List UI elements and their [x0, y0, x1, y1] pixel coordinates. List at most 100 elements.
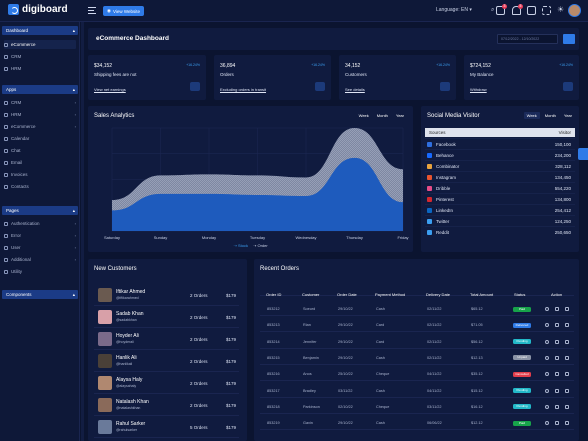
- language-select[interactable]: Language: EN ▾: [436, 7, 472, 13]
- logo[interactable]: digiboard: [8, 4, 68, 15]
- sidebar-section-dashboard[interactable]: Dashboard ▴: [2, 26, 78, 35]
- delete-icon[interactable]: [565, 372, 569, 377]
- customer-row[interactable]: Hoyder Ali @hoyderali 2 Orders $179: [94, 329, 239, 350]
- delete-icon[interactable]: [565, 307, 569, 311]
- view-icon[interactable]: [545, 421, 549, 426]
- customer-row[interactable]: Iftikar Ahmed @iftikarahmed 2 Orders $179: [94, 285, 239, 306]
- sidebar-item-contacts[interactable]: Contacts: [4, 182, 76, 191]
- customer-row[interactable]: Hanlik Ali @hanlikali 2 Orders $179: [94, 351, 239, 372]
- order-cell-pay: Cash: [376, 388, 385, 393]
- view-icon[interactable]: [545, 388, 549, 393]
- order-cell-id: 853219: [267, 421, 280, 426]
- avatar: [98, 310, 112, 324]
- theme-sun-icon[interactable]: ☀: [557, 5, 565, 14]
- customer-row[interactable]: Alaysa Haly @alaysahaly 2 Orders $179: [94, 373, 239, 394]
- sidebar-item-hrm[interactable]: HRM: [4, 64, 76, 73]
- fullscreen-icon[interactable]: [542, 6, 551, 15]
- kpi-link[interactable]: View net earnings: [94, 87, 126, 92]
- menu-toggle-icon[interactable]: [88, 7, 96, 14]
- invoice-icon: [4, 172, 8, 177]
- social-platform-icon: [427, 141, 432, 147]
- tab-year[interactable]: Year: [395, 113, 404, 118]
- view-icon[interactable]: [545, 323, 549, 328]
- kpi-link[interactable]: Excluding orders in transit: [220, 87, 267, 92]
- order-cell-pay: Cash: [376, 307, 385, 311]
- view-website-button[interactable]: ◉ View Website: [103, 6, 145, 16]
- sidebar-section-apps[interactable]: Apps ▴: [2, 85, 78, 94]
- customer-row[interactable]: Rahul Sarker @rahulsarker 5 Orders $179: [94, 417, 239, 438]
- view-icon[interactable]: [545, 404, 549, 409]
- customer-row[interactable]: Sadab Khan @sadabkhan 2 Orders $179: [94, 307, 239, 328]
- tab-week[interactable]: Week: [358, 113, 369, 118]
- tab-year[interactable]: Year: [563, 113, 572, 118]
- delete-icon[interactable]: [565, 323, 569, 328]
- order-cell-date: 29/10/22: [338, 323, 353, 328]
- delete-icon[interactable]: [565, 421, 569, 426]
- search-icon[interactable]: ⌕: [491, 7, 495, 13]
- sidebar-item-label: Email: [11, 160, 23, 165]
- customer-orders: 5 Orders: [190, 425, 208, 430]
- order-cell-cust: Anos: [303, 372, 312, 377]
- view-website-label: View Website: [112, 8, 141, 14]
- chat-icon[interactable]: 3: [496, 4, 507, 15]
- edit-icon[interactable]: [555, 404, 559, 409]
- order-cell-pay: Card: [376, 323, 385, 328]
- sidebar-item-apps-hrm[interactable]: HRM ›: [4, 110, 76, 119]
- tab-month[interactable]: Month: [544, 113, 556, 118]
- sidebar-item-additional[interactable]: Additional ›: [4, 255, 76, 264]
- edit-icon[interactable]: [555, 355, 559, 360]
- delete-icon[interactable]: [565, 339, 569, 344]
- edit-icon[interactable]: [555, 339, 559, 344]
- delete-icon[interactable]: [565, 355, 569, 360]
- sidebar-item-calendar[interactable]: Calendar: [4, 134, 76, 143]
- edit-icon[interactable]: [555, 421, 559, 426]
- sidebar-item-email[interactable]: Email: [4, 158, 76, 167]
- edit-icon[interactable]: [555, 372, 559, 377]
- bell-icon[interactable]: 5: [512, 4, 523, 15]
- tab-month[interactable]: Month: [376, 113, 388, 118]
- sidebar-item-chat[interactable]: Chat: [4, 146, 76, 155]
- sidebar-item-user[interactable]: User ›: [4, 243, 76, 252]
- view-icon[interactable]: [545, 307, 549, 311]
- customer-row[interactable]: Natalash Khan @natalashkhan 2 Orders $179: [94, 395, 239, 416]
- view-icon[interactable]: [545, 372, 549, 377]
- customer-orders: 2 Orders: [190, 403, 208, 408]
- view-icon[interactable]: [545, 355, 549, 360]
- sidebar-item-label: Error: [11, 233, 21, 238]
- calendar-button[interactable]: [563, 34, 575, 44]
- user-avatar[interactable]: [568, 4, 581, 17]
- edit-icon[interactable]: [555, 388, 559, 393]
- sidebar-item-error[interactable]: Error ›: [4, 231, 76, 240]
- sidebar-item-authentication[interactable]: Authentication ›: [4, 219, 76, 228]
- social-visitors: 328,112: [555, 163, 571, 169]
- edit-icon[interactable]: [555, 307, 559, 311]
- bag-icon: [315, 82, 325, 91]
- social-name: Pinterest: [436, 196, 454, 202]
- sidebar-item-crm[interactable]: CRM: [4, 52, 76, 61]
- grid-icon[interactable]: [527, 6, 536, 15]
- sidebar-item-apps-crm[interactable]: CRM ›: [4, 98, 76, 107]
- area-series-stock: [112, 157, 403, 231]
- sidebar-section-pages[interactable]: Pages ▴: [2, 206, 78, 215]
- kpi-link[interactable]: Withdraw: [470, 87, 487, 92]
- settings-gear-icon[interactable]: [578, 148, 588, 160]
- sidebar-item-apps-ecommerce[interactable]: eCommerce ›: [4, 122, 76, 131]
- row-divider: [260, 380, 574, 382]
- date-range-input[interactable]: 07/12/2022 - 12/10/2022: [497, 34, 558, 44]
- sidebar-item-utility[interactable]: Utility: [4, 267, 76, 276]
- delete-icon[interactable]: [565, 388, 569, 393]
- customer-orders: 2 Orders: [190, 293, 208, 298]
- customer-username: @iftikarahmed: [116, 296, 139, 300]
- sidebar-scrollbar[interactable]: [81, 22, 84, 441]
- kpi-link[interactable]: See details: [345, 87, 365, 92]
- hrm-icon: [4, 66, 8, 71]
- delete-icon[interactable]: [565, 404, 569, 409]
- sidebar-section-components[interactable]: Components ▴: [2, 290, 78, 299]
- edit-icon[interactable]: [555, 323, 559, 328]
- tab-week[interactable]: Week: [523, 112, 540, 119]
- sidebar-item-invoices[interactable]: Invoices: [4, 170, 76, 179]
- x-tick-label: Saturday: [104, 235, 120, 240]
- sidebar-section-title: Apps: [6, 87, 17, 92]
- sidebar-item-ecommerce[interactable]: eCommerce: [4, 40, 76, 49]
- view-icon[interactable]: [545, 339, 549, 344]
